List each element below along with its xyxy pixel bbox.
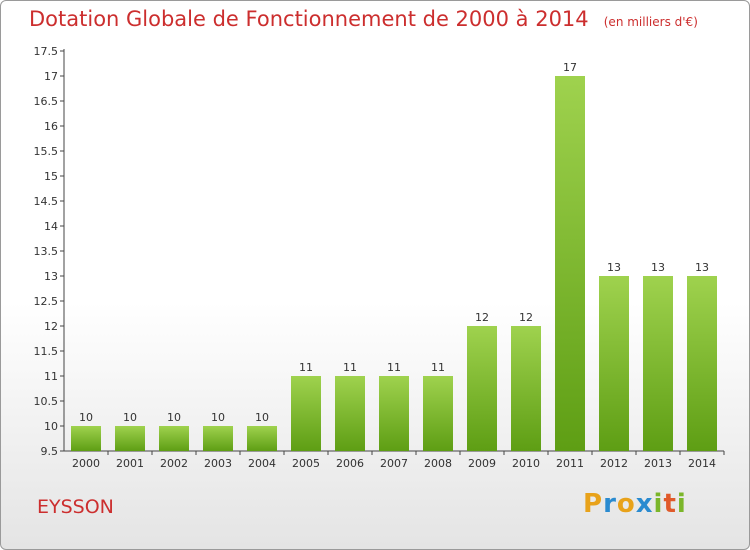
y-tick-label: 13.5 bbox=[34, 245, 59, 258]
y-axis-ticks: 9.5 10 10.5 11 11.5 12 12.5 13 13.5 14 14.5 15 15.5 1… bbox=[34, 45, 64, 458]
value-label: 13 bbox=[695, 261, 709, 274]
bar-2011 bbox=[555, 76, 585, 451]
x-tick-label: 2002 bbox=[160, 457, 188, 470]
y-tick-label: 11 bbox=[44, 370, 58, 383]
y-tick-label: 14.5 bbox=[34, 195, 59, 208]
chart-subtitle: (en milliers d'€) bbox=[603, 15, 698, 29]
chart-title: Dotation Globale de Fonctionnement de 20… bbox=[29, 7, 589, 31]
bar-2000 bbox=[71, 426, 101, 451]
x-tick-label: 2009 bbox=[468, 457, 496, 470]
bar-2002 bbox=[159, 426, 189, 451]
x-tick-label: 2012 bbox=[600, 457, 628, 470]
x-tick-label: 2011 bbox=[556, 457, 584, 470]
value-label: 11 bbox=[431, 361, 445, 374]
value-label: 13 bbox=[651, 261, 665, 274]
value-label: 12 bbox=[519, 311, 533, 324]
value-labels: 10 10 10 10 10 11 11 11 11 12 12 17 13 13 13 bbox=[79, 61, 709, 424]
value-label: 13 bbox=[607, 261, 621, 274]
value-label: 11 bbox=[343, 361, 357, 374]
y-tick-label: 11.5 bbox=[34, 345, 59, 358]
value-label: 10 bbox=[211, 411, 225, 424]
y-tick-label: 16.5 bbox=[34, 95, 59, 108]
value-label: 10 bbox=[167, 411, 181, 424]
commune-name: EYSSON bbox=[37, 496, 114, 518]
value-label: 10 bbox=[79, 411, 93, 424]
x-tick-label: 2008 bbox=[424, 457, 452, 470]
bar-2014 bbox=[687, 276, 717, 451]
bar-2013 bbox=[643, 276, 673, 451]
bar-2001 bbox=[115, 426, 145, 451]
proxiti-logo: Proxiti bbox=[583, 489, 687, 519]
bars bbox=[71, 76, 717, 451]
x-tick-label: 2010 bbox=[512, 457, 540, 470]
y-tick-label: 15.5 bbox=[34, 145, 59, 158]
y-tick-label: 9.5 bbox=[41, 445, 59, 458]
y-tick-label: 14 bbox=[44, 220, 58, 233]
x-tick-label: 2005 bbox=[292, 457, 320, 470]
logo-letter: i bbox=[676, 489, 687, 519]
value-label: 10 bbox=[255, 411, 269, 424]
bar-2008 bbox=[423, 376, 453, 451]
x-tick-label: 2006 bbox=[336, 457, 364, 470]
y-tick-label: 12 bbox=[44, 320, 58, 333]
x-tick-label: 2013 bbox=[644, 457, 672, 470]
value-label: 12 bbox=[475, 311, 489, 324]
x-tick-label: 2014 bbox=[688, 457, 716, 470]
bar-2005 bbox=[291, 376, 321, 451]
bar-2009 bbox=[467, 326, 497, 451]
logo-letter: x bbox=[635, 489, 654, 519]
bar-2003 bbox=[203, 426, 233, 451]
x-axis-ticks: 2000 2001 2002 2003 2004 2005 2006 2007 2008 2009… bbox=[72, 451, 725, 470]
logo-letter: P bbox=[583, 489, 604, 519]
y-tick-label: 12.5 bbox=[34, 295, 59, 308]
bar-2004 bbox=[247, 426, 277, 451]
value-label: 11 bbox=[299, 361, 313, 374]
bar-2007 bbox=[379, 376, 409, 451]
value-label: 17 bbox=[563, 61, 577, 74]
x-tick-label: 2001 bbox=[116, 457, 144, 470]
bar-2006 bbox=[335, 376, 365, 451]
value-label: 11 bbox=[387, 361, 401, 374]
logo-letter: t bbox=[663, 489, 677, 519]
y-tick-label: 17 bbox=[44, 70, 58, 83]
logo-letter: r bbox=[603, 489, 617, 519]
value-label: 10 bbox=[123, 411, 137, 424]
y-tick-label: 15 bbox=[44, 170, 58, 183]
y-tick-label: 16 bbox=[44, 120, 58, 133]
y-tick-label: 10.5 bbox=[34, 395, 59, 408]
x-tick-label: 2003 bbox=[204, 457, 232, 470]
bar-2012 bbox=[599, 276, 629, 451]
y-tick-label: 17.5 bbox=[34, 45, 59, 58]
x-tick-label: 2000 bbox=[72, 457, 100, 470]
y-tick-label: 10 bbox=[44, 420, 58, 433]
title-row: Dotation Globale de Fonctionnement de 20… bbox=[29, 7, 698, 31]
x-tick-label: 2007 bbox=[380, 457, 408, 470]
y-tick-label: 13 bbox=[44, 270, 58, 283]
x-tick-label: 2004 bbox=[248, 457, 276, 470]
logo-letter: i bbox=[653, 489, 664, 519]
logo-letter: o bbox=[616, 489, 636, 519]
bar-2010 bbox=[511, 326, 541, 451]
